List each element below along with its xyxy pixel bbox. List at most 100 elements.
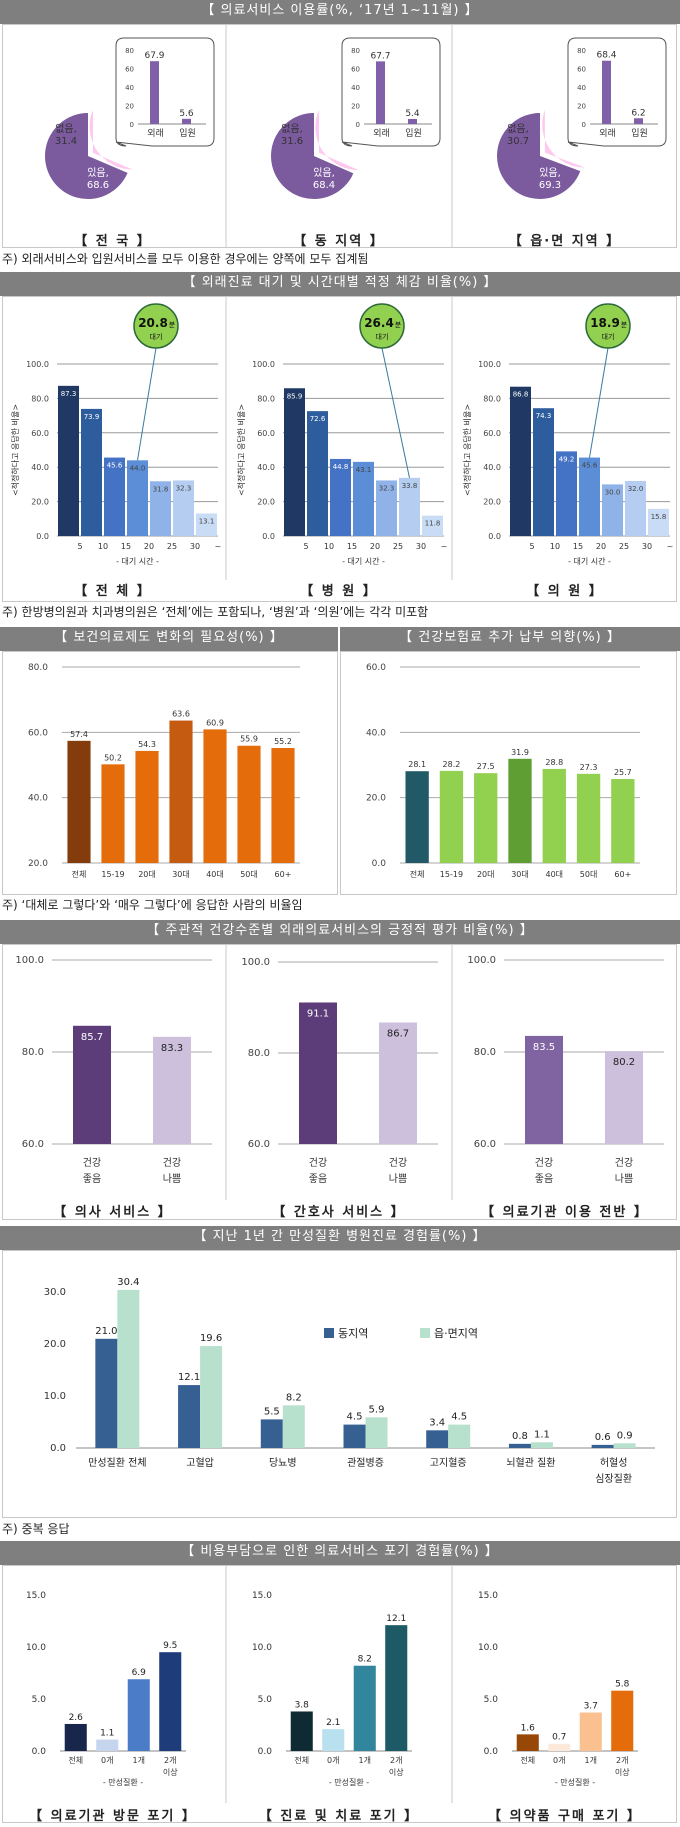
mini-tick-label: 80: [351, 47, 360, 55]
age-bar-label: 55.2: [274, 737, 292, 746]
avg-value: 18.9: [590, 316, 620, 330]
tick-label: 80.0: [257, 394, 275, 403]
forgo-bar-label: 3.8: [295, 1700, 310, 1710]
category-label: 허혈성: [600, 1456, 628, 1469]
caption-doctor-service: 【 의사 서비스 】: [53, 1205, 173, 1220]
mini-category-label: 입원: [405, 127, 422, 139]
mini-tick-label: 20: [351, 103, 360, 111]
health-bar-label: 80.2: [613, 1057, 635, 1068]
category-label: 20대: [138, 870, 156, 879]
mini-bar-label: 68.4: [596, 51, 616, 61]
mini-tick-label: 40: [351, 84, 360, 92]
tick-label: 10.0: [44, 1391, 66, 1402]
pie-value-no: 31.6: [281, 136, 303, 147]
caption-overall-use: 【 의료기관 이용 전반 】: [481, 1205, 649, 1220]
category-label: 30: [642, 542, 652, 551]
forgo-bar: [611, 1690, 634, 1751]
category-label: ~: [215, 542, 222, 551]
mini-bar-label: 67.9: [144, 51, 164, 61]
category-label: 15-19: [101, 870, 124, 879]
category-label: 20대: [477, 870, 495, 879]
chronic-bar: [613, 1443, 636, 1448]
wait-bar: [556, 451, 577, 536]
forgo-bar-label: 9.5: [163, 1641, 177, 1651]
wait-bar-label: 13.1: [199, 517, 215, 525]
wait-bar-label: 74.3: [536, 412, 552, 420]
category-label: ~: [667, 542, 674, 551]
tick-label: 10.0: [478, 1643, 498, 1653]
category-label: 5: [529, 542, 534, 551]
chronic-bar: [117, 1289, 140, 1448]
wait-bar: [579, 457, 600, 536]
category-label: 15-19: [440, 870, 463, 879]
caption-dong: 【 동 지역 】: [293, 234, 385, 249]
category-extra-label: 이상: [163, 1767, 178, 1777]
category-label: 건강: [615, 1157, 633, 1169]
wait-bar: [127, 460, 148, 536]
category-label: 25: [619, 542, 629, 551]
category-label: 0개: [553, 1755, 565, 1765]
health-bar: [605, 1051, 643, 1144]
wait-bar: [422, 515, 443, 536]
tick-label: 60.0: [22, 1139, 44, 1150]
tick-label: 30.0: [44, 1287, 66, 1298]
avg-pointer: [381, 347, 410, 478]
wait-bar-label: 31.8: [153, 485, 169, 493]
tick-label: 100.0: [467, 955, 496, 966]
mini-bar-label: 5.6: [179, 109, 194, 119]
pie-label-yes: 있음,: [539, 167, 561, 179]
avg-wait-label: 대기: [376, 332, 389, 341]
x-axis-label: - 만성질환 -: [329, 1777, 369, 1787]
tick-label: 0.0: [488, 532, 501, 541]
section-6-banner: 【 비용부담으로 인한 의료서비스 포기 경험률(%) 】: [0, 1541, 680, 1565]
wait-bar: [330, 458, 351, 536]
caption-hospital: 【 병 원 】: [300, 584, 378, 599]
wait-bar-label: 87.3: [61, 390, 77, 398]
tick-label: 20.0: [483, 498, 501, 507]
forgo-bar: [353, 1665, 376, 1751]
reform-need-banner: 【 보건의료제도 변화의 필요성(%) 】: [0, 627, 338, 651]
category-label: 0개: [327, 1755, 339, 1765]
avg-pointer: [137, 347, 157, 461]
pie-value-yes: 69.3: [539, 180, 561, 191]
category-label: 20: [596, 542, 606, 551]
forgo-bar-label: 12.1: [386, 1614, 406, 1624]
tick-label: 80.0: [22, 1047, 44, 1058]
tick-label: 15.0: [26, 1591, 46, 1601]
category-label: 30: [416, 542, 426, 551]
mini-bar: [182, 118, 191, 124]
section-4-panel: [2, 944, 677, 1220]
caption-nationwide: 【 전 국 】: [74, 234, 152, 249]
tick-label: 100.0: [478, 360, 501, 369]
callout-box: [341, 37, 441, 147]
forgo-bar-label: 1.6: [521, 1723, 536, 1733]
age-bar: [439, 770, 464, 863]
category-label: 20: [370, 542, 380, 551]
caption-medicine-forgo: 【 의약품 구매 포기 】: [488, 1809, 642, 1824]
forgo-bar: [96, 1739, 119, 1751]
age-bar: [474, 773, 498, 863]
forgo-bar-label: 8.2: [358, 1655, 372, 1665]
category-label: 30대: [172, 870, 190, 879]
age-bar: [135, 750, 159, 863]
forgo-bar-label: 2.6: [69, 1713, 84, 1723]
x-axis-label: - 만성질환 -: [103, 1777, 143, 1787]
mini-tick-label: 0: [130, 121, 134, 129]
forgo-bar: [579, 1712, 602, 1751]
avg-value: 20.8: [138, 316, 168, 330]
wait-bar-label: 73.9: [84, 413, 100, 421]
category-label: 0개: [101, 1755, 113, 1765]
category-label: 2개: [390, 1755, 402, 1765]
forgo-bar-label: 5.8: [615, 1680, 630, 1690]
tick-label: 0.0: [50, 1443, 66, 1454]
age-bar-label: 54.3: [138, 740, 156, 749]
chronic-bar-label: 5.5: [264, 1406, 280, 1417]
tick-label: 80.0: [248, 1048, 270, 1059]
chronic-bar-label: 8.2: [286, 1392, 302, 1403]
wait-bar: [196, 513, 217, 536]
chronic-bar: [260, 1419, 283, 1448]
category-label: 전체: [410, 869, 425, 879]
mini-tick-label: 40: [125, 84, 134, 92]
avg-unit: 분: [621, 321, 628, 329]
wait-bar-label: 15.8: [651, 513, 667, 521]
